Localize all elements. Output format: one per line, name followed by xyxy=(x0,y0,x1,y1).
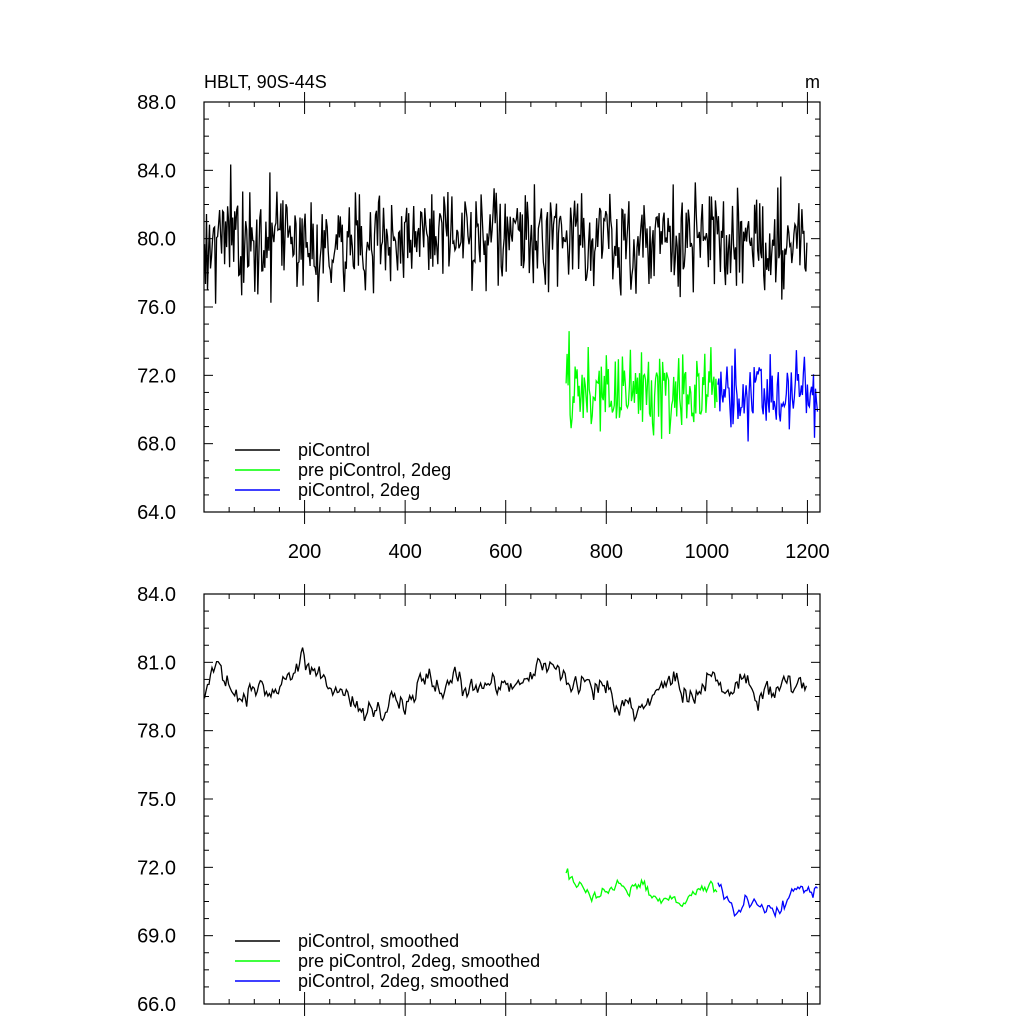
y-tick-label: 81.0 xyxy=(137,652,176,674)
legend-label-picontrol: piControl xyxy=(298,440,370,460)
legend-label-picontrol-2deg: piControl, 2deg xyxy=(298,480,420,500)
top-plot-frame xyxy=(203,101,821,513)
series-line-picontrol xyxy=(203,164,808,304)
series-line-picontrol-2deg-smoothed xyxy=(717,882,818,919)
top-title: HBLT, 90S-44S xyxy=(204,72,327,92)
series-line-picontrol-2deg xyxy=(717,348,819,442)
y-tick-label: 66.0 xyxy=(137,994,176,1016)
top-series-group xyxy=(203,164,819,442)
y-tick-label: 80.0 xyxy=(137,229,176,251)
x-tick-label: 1200 xyxy=(785,541,830,563)
bottom-plot-frame xyxy=(203,593,821,1005)
y-tick-label: 75.0 xyxy=(137,789,176,811)
bottom-panel: 66.0 69.0 72.0 75.0 78.0 81.0 84.0 piControl, … xyxy=(137,584,821,1016)
bottom-axis-ticks: 66.0 69.0 72.0 75.0 78.0 81.0 84.0 xyxy=(137,584,820,1016)
legend-label-picontrol-smoothed: piControl, smoothed xyxy=(298,931,459,951)
x-tick-label: 200 xyxy=(288,541,321,563)
x-tick-label: 800 xyxy=(590,541,623,563)
legend-label-pre-picontrol-2deg: pre piControl, 2deg xyxy=(298,460,451,480)
y-tick-label: 69.0 xyxy=(137,926,176,948)
top-axis-ticks: 64.0 68.0 72.0 76.0 80.0 84.0 88.0 200 400 600 800… xyxy=(137,92,830,563)
x-tick-label: 1000 xyxy=(685,541,730,563)
series-line-picontrol-smoothed xyxy=(203,647,808,723)
y-tick-label: 76.0 xyxy=(137,297,176,319)
legend-label-pre-picontrol-2deg-smoothed: pre piControl, 2deg, smoothed xyxy=(298,951,540,971)
y-tick-label: 78.0 xyxy=(137,721,176,743)
y-tick-label: 84.0 xyxy=(137,160,176,182)
series-line-pre-picontrol-2deg xyxy=(565,331,718,439)
top-legend: piControl pre piControl, 2deg piControl,… xyxy=(235,440,451,500)
series-line-pre-picontrol-2deg-smoothed xyxy=(565,868,718,908)
y-tick-label: 68.0 xyxy=(137,434,176,456)
y-tick-label: 84.0 xyxy=(137,584,176,606)
y-tick-label: 72.0 xyxy=(137,857,176,879)
y-tick-label: 72.0 xyxy=(137,365,176,387)
top-units: m xyxy=(805,72,820,92)
legend-label-picontrol-2deg-smoothed: piControl, 2deg, smoothed xyxy=(298,971,509,991)
top-panel: HBLT, 90S-44S m 64.0 68.0 72.0 76.0 80.0 84.0… xyxy=(137,72,830,563)
y-tick-label: 64.0 xyxy=(137,502,176,524)
bottom-legend: piControl, smoothed pre piControl, 2deg,… xyxy=(235,931,540,991)
bottom-series-group xyxy=(203,647,818,919)
x-tick-label: 400 xyxy=(388,541,421,563)
y-tick-label: 88.0 xyxy=(137,92,176,114)
x-tick-label: 600 xyxy=(489,541,522,563)
